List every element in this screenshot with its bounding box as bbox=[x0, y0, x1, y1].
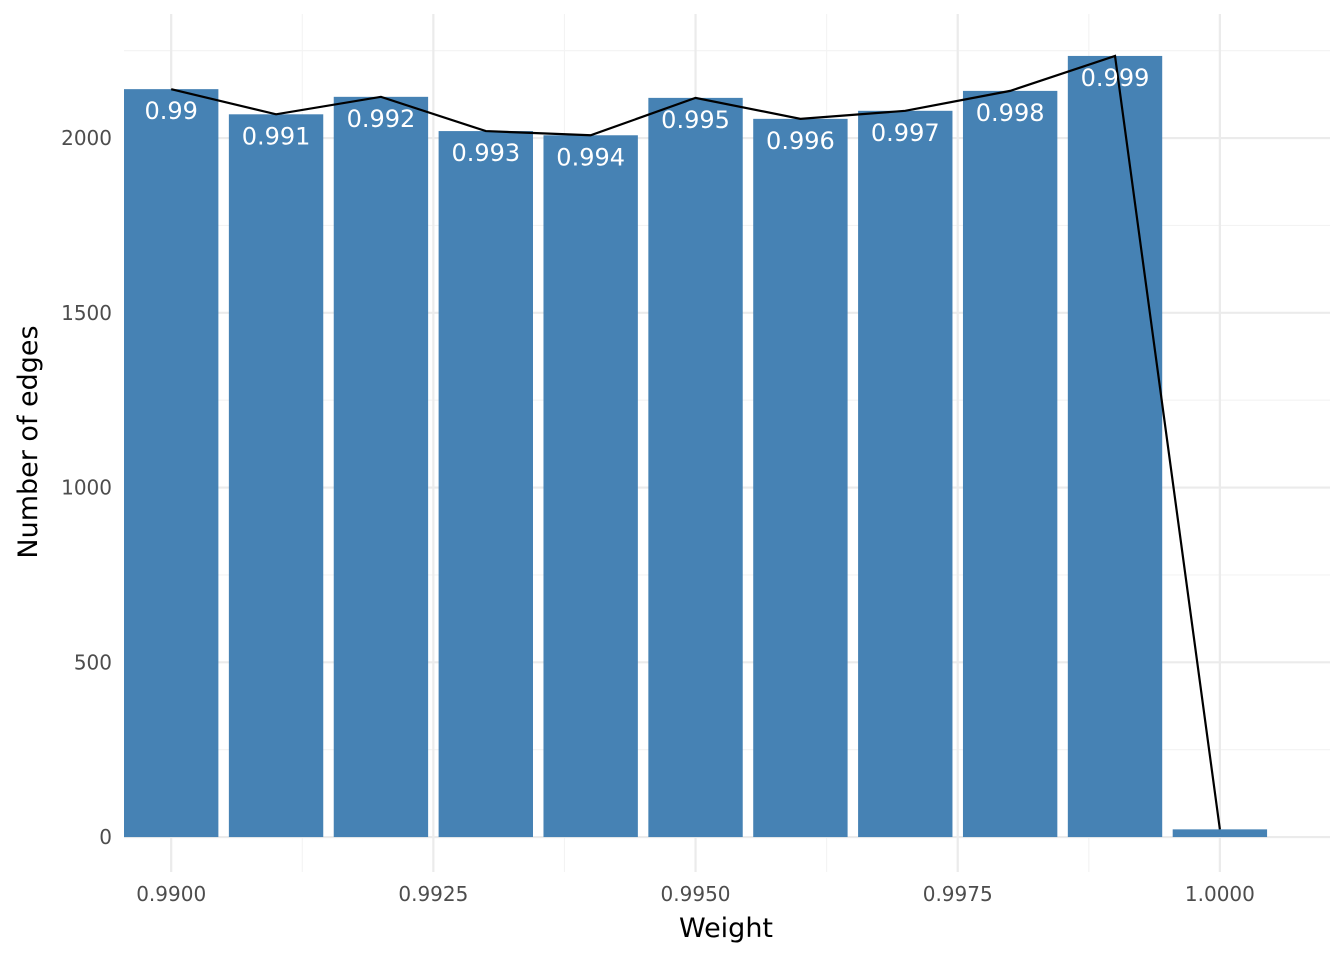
count-line bbox=[170, 54, 1221, 830]
bar-label: 0.996 bbox=[766, 127, 835, 155]
bar-label: 0.993 bbox=[451, 139, 520, 167]
x-tick-label: 1.0000 bbox=[1185, 882, 1255, 906]
bar bbox=[1172, 829, 1268, 838]
x-tick-label: 0.9950 bbox=[661, 882, 731, 906]
bar-label: 0.999 bbox=[1081, 64, 1150, 92]
bar bbox=[1067, 55, 1163, 838]
bar-label: 0.992 bbox=[347, 105, 416, 133]
y-tick-label: 1500 bbox=[61, 301, 112, 325]
bar-label: 0.991 bbox=[242, 122, 311, 150]
y-axis-title: Number of edges bbox=[13, 325, 44, 558]
y-tick-label: 2000 bbox=[61, 126, 112, 150]
bar bbox=[438, 131, 533, 838]
y-axis-ticks: 0 500 1000 1500 2000 bbox=[61, 126, 112, 849]
bar bbox=[543, 135, 638, 838]
bar-label: 0.994 bbox=[556, 143, 625, 171]
x-tick-label: 0.9925 bbox=[398, 882, 468, 906]
x-axis-ticks: 0.9900 0.9925 0.9950 0.9975 1.0000 bbox=[136, 882, 1255, 906]
bar bbox=[648, 97, 743, 838]
bar bbox=[962, 90, 1058, 838]
bar-labels: 0.99 0.991 0.992 0.993 0.994 0.995 0.996 0.997 0… bbox=[144, 64, 1149, 171]
bars bbox=[124, 55, 1268, 838]
x-tick-label: 0.9900 bbox=[136, 882, 206, 906]
y-tick-label: 0 bbox=[99, 825, 112, 849]
x-tick-label: 0.9975 bbox=[923, 882, 993, 906]
y-tick-label: 500 bbox=[74, 650, 112, 674]
bar-label: 0.99 bbox=[144, 97, 197, 125]
bar bbox=[124, 89, 219, 838]
x-axis-title: Weight bbox=[679, 913, 773, 944]
bar bbox=[858, 110, 953, 838]
bar bbox=[753, 118, 848, 838]
bar-label: 0.995 bbox=[661, 106, 730, 134]
y-tick-label: 1000 bbox=[61, 476, 112, 500]
bar bbox=[228, 114, 324, 838]
line-layer bbox=[170, 54, 1221, 830]
bar-label: 0.997 bbox=[871, 119, 940, 147]
bar-label: 0.998 bbox=[976, 99, 1045, 127]
bar bbox=[333, 96, 429, 838]
